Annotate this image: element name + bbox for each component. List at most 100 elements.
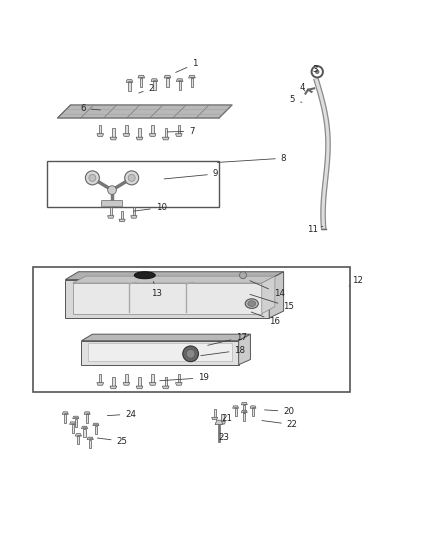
Text: 7: 7: [167, 127, 194, 136]
Text: 15: 15: [250, 294, 294, 311]
Polygon shape: [99, 125, 102, 134]
Polygon shape: [64, 414, 67, 423]
Ellipse shape: [248, 301, 256, 306]
Polygon shape: [87, 437, 93, 440]
FancyBboxPatch shape: [102, 200, 123, 207]
Polygon shape: [136, 386, 143, 389]
Polygon shape: [235, 408, 237, 416]
Circle shape: [125, 171, 139, 185]
Polygon shape: [138, 75, 145, 78]
Text: 18: 18: [201, 346, 245, 356]
Polygon shape: [57, 105, 232, 118]
Polygon shape: [81, 341, 239, 365]
Ellipse shape: [245, 299, 258, 309]
Bar: [46, 161, 219, 207]
Polygon shape: [70, 422, 76, 424]
Polygon shape: [72, 424, 74, 433]
Polygon shape: [162, 137, 169, 140]
Polygon shape: [152, 125, 154, 134]
Polygon shape: [269, 272, 284, 318]
Polygon shape: [176, 134, 182, 136]
Polygon shape: [128, 82, 131, 91]
Polygon shape: [241, 402, 247, 405]
Text: 25: 25: [97, 437, 127, 446]
Text: 9: 9: [164, 169, 218, 179]
Circle shape: [108, 185, 117, 195]
Polygon shape: [222, 414, 223, 422]
Text: 3: 3: [312, 64, 318, 74]
Polygon shape: [95, 426, 97, 434]
Text: 13: 13: [152, 281, 162, 298]
Polygon shape: [88, 343, 232, 361]
Polygon shape: [65, 272, 284, 280]
Text: 2: 2: [139, 84, 154, 93]
Polygon shape: [93, 423, 99, 426]
Text: 22: 22: [262, 420, 298, 429]
Polygon shape: [136, 137, 143, 140]
Circle shape: [85, 171, 99, 185]
Text: 10: 10: [134, 203, 167, 212]
Text: 23: 23: [219, 433, 230, 442]
Polygon shape: [243, 413, 245, 421]
Polygon shape: [121, 211, 123, 219]
Polygon shape: [165, 128, 167, 137]
Text: 14: 14: [250, 281, 285, 298]
Text: 24: 24: [107, 409, 136, 418]
Circle shape: [240, 272, 247, 279]
Polygon shape: [112, 377, 114, 386]
Polygon shape: [176, 383, 182, 385]
Text: 1: 1: [176, 59, 198, 72]
Polygon shape: [75, 418, 77, 427]
Polygon shape: [219, 422, 226, 424]
Polygon shape: [110, 386, 117, 389]
Polygon shape: [314, 78, 330, 230]
Polygon shape: [178, 125, 180, 134]
Circle shape: [186, 350, 195, 358]
Polygon shape: [162, 386, 169, 389]
Polygon shape: [140, 78, 142, 87]
Polygon shape: [149, 134, 156, 136]
Polygon shape: [110, 137, 117, 140]
Polygon shape: [250, 406, 256, 408]
Polygon shape: [78, 436, 79, 445]
Text: 12: 12: [349, 276, 364, 286]
Polygon shape: [252, 408, 254, 416]
Ellipse shape: [134, 272, 155, 279]
Polygon shape: [152, 374, 154, 383]
Polygon shape: [108, 216, 114, 218]
Polygon shape: [84, 429, 85, 437]
Polygon shape: [133, 207, 135, 216]
Text: 21: 21: [221, 414, 232, 423]
Polygon shape: [165, 377, 167, 386]
Polygon shape: [110, 207, 112, 216]
Polygon shape: [239, 334, 251, 365]
Polygon shape: [166, 78, 169, 87]
Text: 8: 8: [217, 154, 286, 163]
Text: 19: 19: [160, 373, 209, 382]
Polygon shape: [125, 374, 127, 383]
Polygon shape: [151, 79, 158, 82]
Polygon shape: [243, 405, 245, 413]
Polygon shape: [97, 134, 103, 136]
Polygon shape: [241, 410, 247, 413]
Polygon shape: [73, 276, 275, 283]
Polygon shape: [123, 134, 130, 136]
Polygon shape: [119, 219, 125, 222]
Polygon shape: [149, 383, 156, 385]
Polygon shape: [212, 417, 218, 419]
Polygon shape: [73, 416, 79, 418]
Polygon shape: [126, 79, 133, 82]
Text: 5: 5: [290, 95, 302, 104]
Text: 11: 11: [307, 225, 323, 234]
Text: 20: 20: [265, 407, 294, 416]
Polygon shape: [164, 75, 171, 78]
Polygon shape: [177, 79, 183, 82]
Circle shape: [128, 174, 135, 181]
Polygon shape: [138, 377, 141, 386]
Polygon shape: [215, 420, 223, 425]
Polygon shape: [214, 409, 215, 417]
Polygon shape: [81, 334, 251, 341]
Polygon shape: [112, 128, 114, 137]
Text: 17: 17: [208, 333, 247, 345]
Polygon shape: [262, 276, 275, 313]
